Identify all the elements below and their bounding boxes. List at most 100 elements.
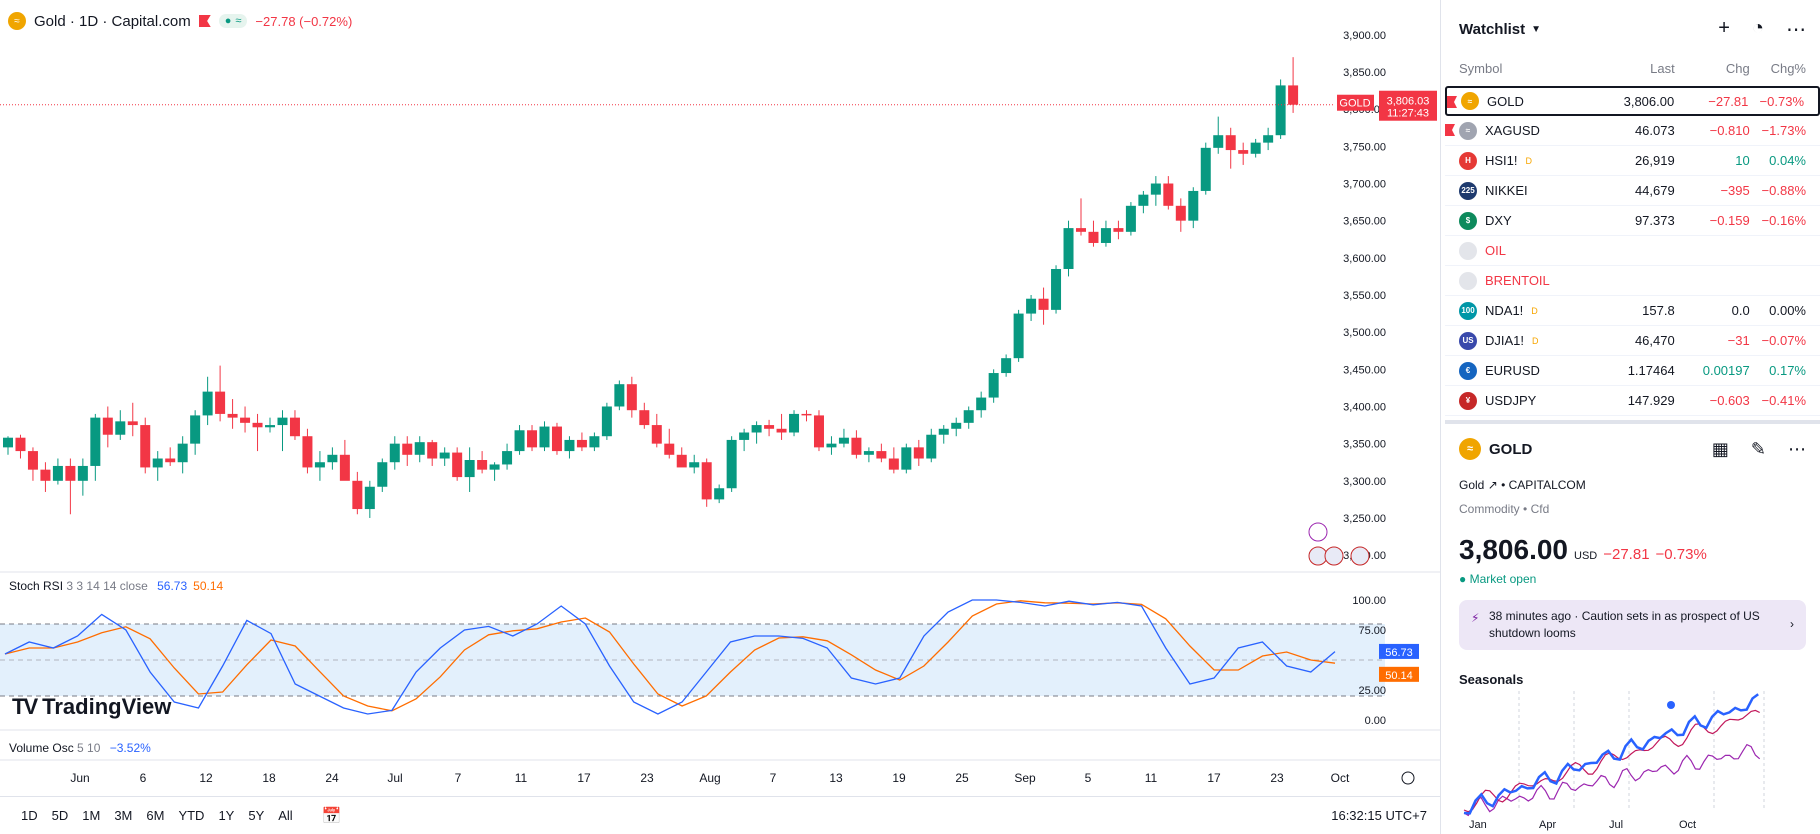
candle [589,432,600,452]
range-5y[interactable]: 5Y [248,808,265,823]
watchlist-row-oil[interactable]: OIL [1445,236,1820,266]
volume-osc-legend[interactable]: Volume Osc 5 10 −3.52% [9,741,151,755]
candle-body [40,469,51,481]
seasonals-title[interactable]: Seasonals [1459,672,1524,687]
col-last[interactable]: Last [1650,60,1675,76]
row-last: 46,470 [1634,333,1675,348]
candle [739,428,750,452]
col-chg[interactable]: Chg [1725,60,1750,76]
candle-body [988,373,999,398]
edit-icon[interactable]: ✎ [1750,438,1766,459]
detail-symbol: GOLD [1489,440,1533,458]
watchlist-row-brentoil[interactable]: BRENTOIL [1445,266,1820,296]
range-ytd[interactable]: YTD [178,808,205,823]
chevron-down-icon[interactable]: ▼ [1531,23,1542,35]
us-event-icon [1324,546,1344,566]
flag-icon[interactable] [1447,96,1457,108]
us-flag-icon: US [1459,331,1477,350]
chart-pane[interactable]: ≈ Gold · 1D · Capital.com ● ≈ −27.78 (−0.… [0,0,1441,834]
candle [626,376,637,418]
candle-body [15,437,26,452]
seasonal-line-2024 [1463,709,1760,813]
candle-body [1250,142,1261,154]
detail-change: −27.81 [1603,546,1650,563]
watchlist-row-eurusd[interactable]: € EURUSD 1.17464 0.00197 0.17% [1445,356,1820,386]
flag-icon[interactable] [1445,124,1455,136]
more-icon[interactable]: ⋯ [1786,18,1806,41]
time-tick: 6 [140,771,147,785]
status-pill[interactable]: ● ≈ [218,14,248,28]
tradingview-logo[interactable]: TV TradingView [12,694,172,719]
range-all[interactable]: All [278,808,293,823]
dxy-icon: $ [1459,211,1477,230]
candle [801,410,812,422]
delayed-badge: D [1531,305,1538,316]
advanced-view-icon[interactable]: ◔ [1751,16,1764,39]
add-symbol-icon[interactable]: + [1718,16,1730,39]
candle-body [190,415,201,444]
us-event-icon [1308,546,1328,566]
more-icon[interactable]: ⋯ [1788,438,1806,459]
candle-body [789,413,800,433]
candle [689,454,700,474]
time-tick: 17 [577,771,591,785]
candle-body [551,426,562,452]
symbol-title[interactable]: Gold · 1D · Capital.com [34,12,191,30]
candle-body [651,425,662,444]
candle [77,458,88,496]
candle [352,471,363,515]
candle [52,458,63,485]
range-3m[interactable]: 3M [114,808,133,823]
candle-body [851,437,862,455]
nda-icon: 100 [1459,301,1477,320]
candle [639,402,650,429]
watchlist-row-gold[interactable]: ≈ GOLD 3,806.00 −27.81 −0.73% [1445,86,1820,116]
usdjpy-icon: ¥ [1459,391,1477,410]
candle-body [1051,268,1062,310]
row-symbol: XAGUSD [1485,123,1540,138]
col-chg-pct[interactable]: Chg% [1770,60,1806,76]
news-banner[interactable]: ⚡ 38 minutes ago · Caution sets in as pr… [1459,600,1806,650]
watchlist-row-dxy[interactable]: $ DXY 97.373 −0.159 −0.16% [1445,206,1820,236]
candle-body [614,384,625,407]
candle [27,447,38,481]
range-5d[interactable]: 5D [51,808,69,823]
candle [477,451,488,474]
col-symbol[interactable]: Symbol [1459,60,1503,76]
candle-body [277,417,288,426]
watchlist-title[interactable]: Watchlist [1459,20,1526,38]
layout-icon[interactable]: ▦ [1711,438,1729,459]
candle [452,447,463,481]
stoch-rsi-legend[interactable]: Stoch RSI 3 3 14 14 close 56.73 50.14 [9,579,224,593]
chart-canvas[interactable]: 3,900.003,850.003,800.003,750.003,700.00… [0,0,1441,796]
range-1m[interactable]: 1M [82,808,101,823]
range-1d[interactable]: 1D [21,808,38,823]
candle [127,402,138,437]
seasonals-chart[interactable]: Jan Apr Jul Oct [1459,691,1804,831]
price-tag: 3,806.03 [1387,96,1430,108]
row-chg: 0.00197 [1702,363,1750,378]
watchlist-row-xagusd[interactable]: ≈ XAGUSD 46.073 −0.810 −1.73% [1445,116,1820,146]
clock[interactable]: 16:32:15 UTC+7 [1331,808,1427,823]
price-tick: 3,700.00 [1343,179,1386,191]
watchlist-columns: Symbol Last Chg Chg% [1445,58,1820,78]
price-tick: 3,400.00 [1343,401,1386,413]
time-tick: 5 [1085,771,1092,785]
watchlist-row-hsi1[interactable]: H HSI1! D 26,919 10 0.04% [1445,146,1820,176]
range-1y[interactable]: 1Y [218,808,235,823]
candle [489,462,500,481]
candle [102,406,113,448]
calendar-goto-icon[interactable]: 📅 [321,807,342,825]
watchlist-row-nda1[interactable]: 100 NDA1! D 157.8 0.0 0.00% [1445,296,1820,326]
row-symbol: NIKKEI [1485,183,1528,198]
candle-body [314,462,325,468]
flag-icon[interactable] [198,15,211,27]
range-6m[interactable]: 6M [146,808,165,823]
watchlist-row-usdjpy[interactable]: ¥ USDJPY 147.929 −0.603 −0.41% [1445,386,1820,416]
external-link-icon[interactable]: ↗ [1487,478,1498,492]
candle [277,410,288,452]
candle [851,430,862,459]
candle-body [427,442,438,459]
watchlist-row-djia1[interactable]: US DJIA1! D 46,470 −31 −0.07% [1445,326,1820,356]
watchlist-row-nikkei[interactable]: 225 NIKKEI 44,679 −395 −0.88% [1445,176,1820,206]
